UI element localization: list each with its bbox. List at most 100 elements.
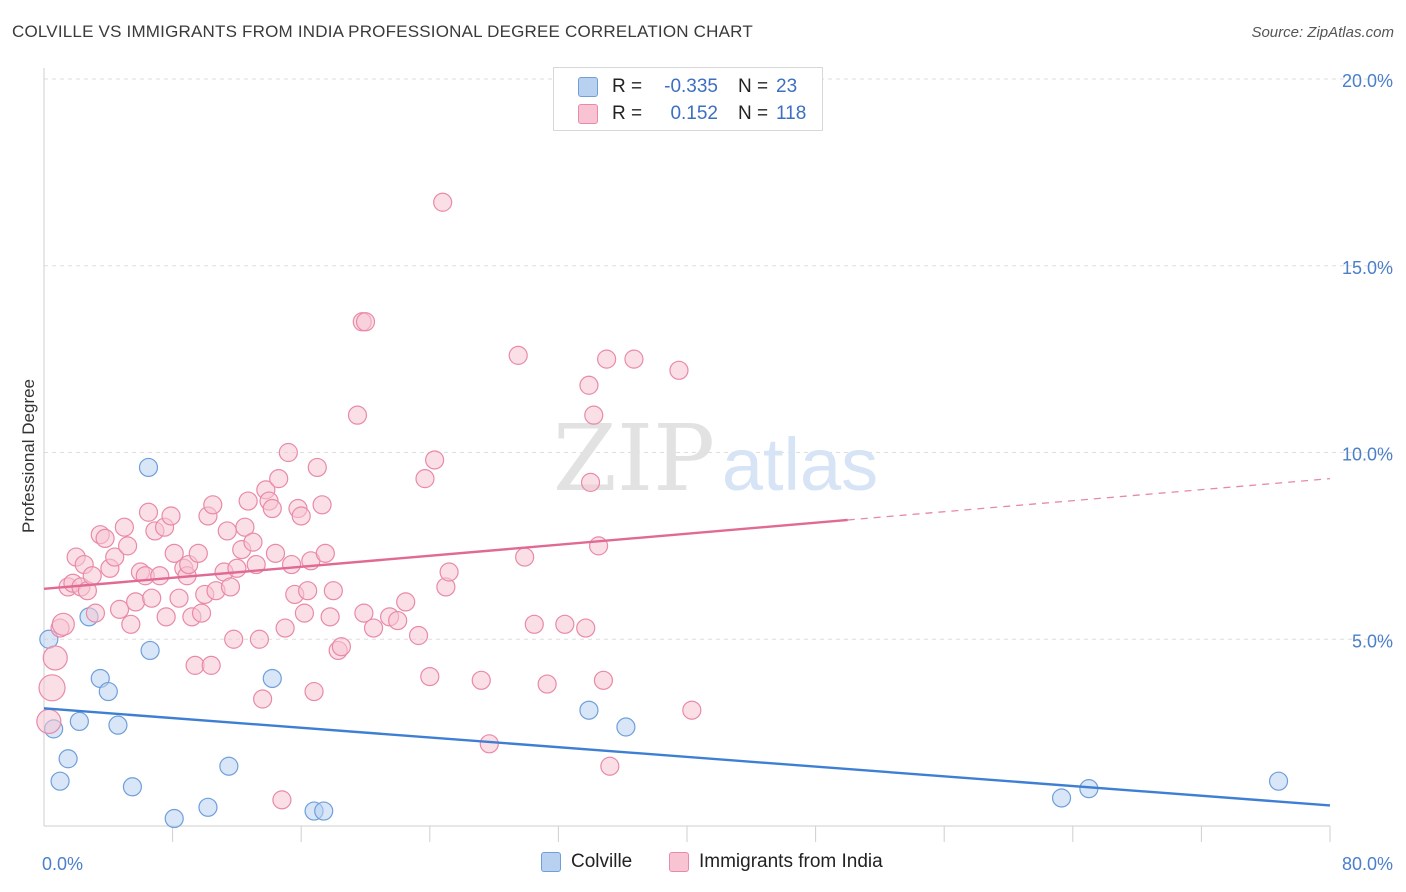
- series-legend-india[interactable]: Immigrants from India: [669, 851, 883, 873]
- data-point: [164, 808, 184, 829]
- data-point: [36, 708, 62, 735]
- data-point: [227, 558, 247, 578]
- data-point: [508, 345, 528, 365]
- legend-n-value: 23: [776, 76, 798, 97]
- data-point: [191, 603, 212, 623]
- data-point: [58, 749, 78, 769]
- data-point: [298, 581, 318, 601]
- data-point: [307, 457, 327, 478]
- data-point: [278, 442, 298, 463]
- data-point: [682, 700, 702, 720]
- y-axis-title: Professional Degree: [19, 379, 38, 533]
- data-points: [36, 192, 1289, 829]
- data-point: [117, 536, 138, 556]
- data-point: [347, 405, 368, 425]
- data-point: [304, 681, 324, 702]
- data-point: [164, 543, 184, 563]
- data-point: [169, 588, 189, 608]
- data-point: [354, 603, 374, 623]
- data-point: [126, 592, 146, 612]
- data-point: [355, 312, 376, 332]
- data-point: [108, 715, 128, 735]
- data-point: [584, 405, 604, 425]
- data-point: [314, 801, 334, 821]
- x-tick-label: 80.0%: [1342, 854, 1393, 874]
- series-swatch-india: [669, 852, 689, 872]
- legend-row-colville: R = -0.335 N = 23: [578, 74, 797, 100]
- data-point: [515, 547, 535, 567]
- y-tick-label: 20.0%: [1342, 71, 1393, 91]
- data-point: [425, 450, 445, 470]
- data-point: [140, 640, 160, 661]
- data-point: [555, 614, 575, 634]
- trend-line-colville: [43, 707, 1331, 807]
- series-points-india: [36, 192, 702, 810]
- data-point: [331, 637, 351, 657]
- y-tick-label: 10.0%: [1342, 445, 1393, 465]
- data-point: [269, 469, 289, 489]
- source-label: Source: ZipAtlas.com: [1251, 24, 1394, 41]
- data-point: [1051, 788, 1072, 808]
- legend-swatch-colville: [578, 77, 598, 97]
- data-point: [82, 566, 102, 586]
- data-point: [138, 457, 159, 478]
- data-point: [220, 577, 241, 597]
- series-swatch-colville: [541, 852, 561, 872]
- y-tick-label: 15.0%: [1342, 258, 1393, 278]
- data-point: [580, 472, 601, 492]
- watermark-zip: ZIP: [553, 405, 715, 512]
- chart-title: COLVILLE VS IMMIGRANTS FROM INDIA PROFES…: [12, 22, 753, 41]
- data-point: [161, 506, 181, 526]
- watermark-atlas: atlas: [722, 423, 878, 506]
- data-point: [624, 349, 644, 369]
- data-point: [156, 607, 176, 627]
- x-tick-label: 0.0%: [42, 854, 83, 874]
- data-point: [219, 756, 239, 776]
- data-point: [272, 790, 292, 810]
- axes: [43, 68, 1331, 842]
- trend-lines: [43, 477, 1331, 807]
- data-point: [142, 588, 162, 608]
- data-point: [537, 674, 557, 694]
- data-point: [1268, 771, 1289, 791]
- data-point: [265, 543, 286, 563]
- data-point: [320, 607, 340, 627]
- legend-swatch-india: [578, 104, 598, 124]
- data-point: [420, 666, 440, 687]
- data-point: [42, 645, 68, 671]
- data-point: [312, 495, 332, 515]
- data-point: [479, 734, 499, 754]
- data-point: [105, 547, 125, 567]
- trend-line-india: [43, 518, 848, 591]
- data-point: [114, 517, 134, 537]
- data-point: [246, 554, 266, 575]
- data-point: [363, 618, 384, 638]
- data-point: [98, 681, 118, 702]
- legend-n-value: 118: [776, 103, 807, 124]
- data-point: [579, 375, 599, 395]
- data-point: [185, 655, 205, 675]
- correlation-legend: R = -0.335 N = 23 R = 0.152 N = 118: [553, 67, 823, 131]
- series-legend-colville[interactable]: Colville: [541, 851, 632, 873]
- data-point: [294, 603, 315, 623]
- legend-n-label: N =: [738, 76, 769, 97]
- data-point: [415, 469, 435, 489]
- data-point: [217, 521, 237, 541]
- watermark: ZIP atlas: [553, 405, 878, 512]
- data-point: [38, 674, 66, 702]
- data-point: [188, 543, 208, 563]
- data-point: [262, 498, 282, 519]
- data-point: [669, 360, 689, 380]
- data-point: [579, 700, 599, 720]
- data-point: [51, 612, 75, 636]
- data-point: [121, 614, 141, 634]
- data-point: [524, 614, 544, 634]
- trend-line-india-extrapolated: [847, 477, 1331, 521]
- data-point: [109, 599, 130, 619]
- data-point: [471, 670, 491, 690]
- data-point: [238, 491, 258, 511]
- data-point: [138, 502, 159, 522]
- data-point: [203, 495, 223, 515]
- x-tick-labels: 0.0% 80.0%: [42, 854, 1393, 874]
